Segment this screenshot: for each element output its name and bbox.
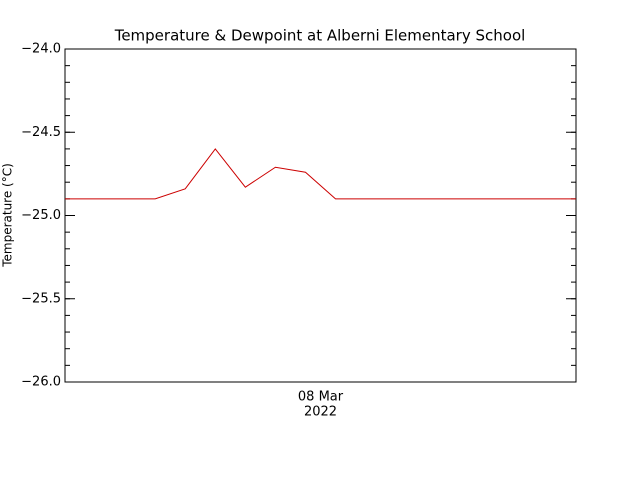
y-tick-label: −24.5 <box>21 125 61 140</box>
y-tick-label: −24.0 <box>21 42 61 57</box>
y-axis-label: Temperature (°C) <box>1 163 15 268</box>
y-tick-label: −25.0 <box>21 208 61 223</box>
x-tick-label: 2022 <box>304 405 337 420</box>
series-line <box>65 148 576 200</box>
y-tick-label: −25.5 <box>21 291 61 306</box>
x-tick-label: 08 Mar <box>298 390 344 405</box>
chart-title: Temperature & Dewpoint at Alberni Elemen… <box>114 27 526 45</box>
y-tick-label: −26.0 <box>21 375 61 390</box>
plot-frame <box>64 48 577 383</box>
